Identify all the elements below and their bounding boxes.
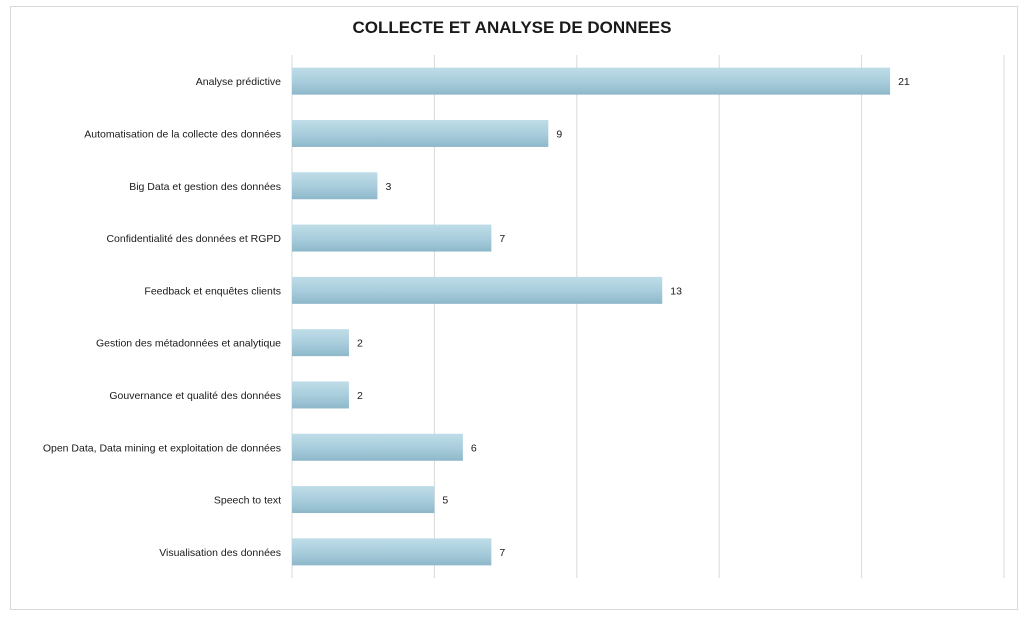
bar-4	[292, 224, 492, 252]
category-label-7: Gouvernance et qualité des données	[109, 390, 281, 402]
value-label-4: 7	[499, 233, 505, 245]
bar-10	[292, 538, 492, 566]
bar-8	[292, 433, 463, 461]
value-label-8: 6	[471, 442, 477, 454]
bar-2	[292, 119, 549, 147]
category-label-1: Analyse prédictive	[196, 76, 281, 88]
bar-6	[292, 329, 349, 357]
value-label-10: 7	[499, 547, 505, 559]
value-label-1: 21	[898, 76, 910, 88]
category-label-6: Gestion des métadonnées et analytique	[96, 338, 281, 350]
value-label-7: 2	[357, 390, 363, 402]
value-label-9: 5	[442, 495, 448, 507]
value-label-6: 2	[357, 338, 363, 350]
chart-frame	[10, 6, 1018, 610]
bar-7	[292, 381, 349, 409]
category-label-9: Speech to text	[214, 495, 281, 507]
bar-3	[292, 172, 378, 200]
value-labels: 21 9 3 7 13 2 2 6 5 7	[357, 76, 910, 559]
value-label-5: 13	[670, 285, 682, 297]
category-label-5: Feedback et enquêtes clients	[144, 285, 281, 297]
value-label-2: 9	[556, 128, 562, 140]
category-label-10: Visualisation des données	[159, 547, 281, 559]
category-labels: Analyse prédictive Automatisation de la c…	[43, 76, 282, 559]
chart-title: COLLECTE ET ANALYSE DE DONNEES	[352, 18, 672, 37]
bars	[292, 67, 891, 566]
bar-9	[292, 486, 435, 514]
category-label-2: Automatisation de la collecte des donnée…	[84, 128, 281, 140]
category-label-3: Big Data et gestion des données	[129, 181, 281, 193]
category-label-4: Confidentialité des données et RGPD	[106, 233, 281, 245]
bar-5	[292, 276, 663, 304]
bar-1	[292, 67, 891, 95]
category-label-8: Open Data, Data mining et exploitation d…	[43, 442, 281, 454]
value-label-3: 3	[385, 181, 391, 193]
